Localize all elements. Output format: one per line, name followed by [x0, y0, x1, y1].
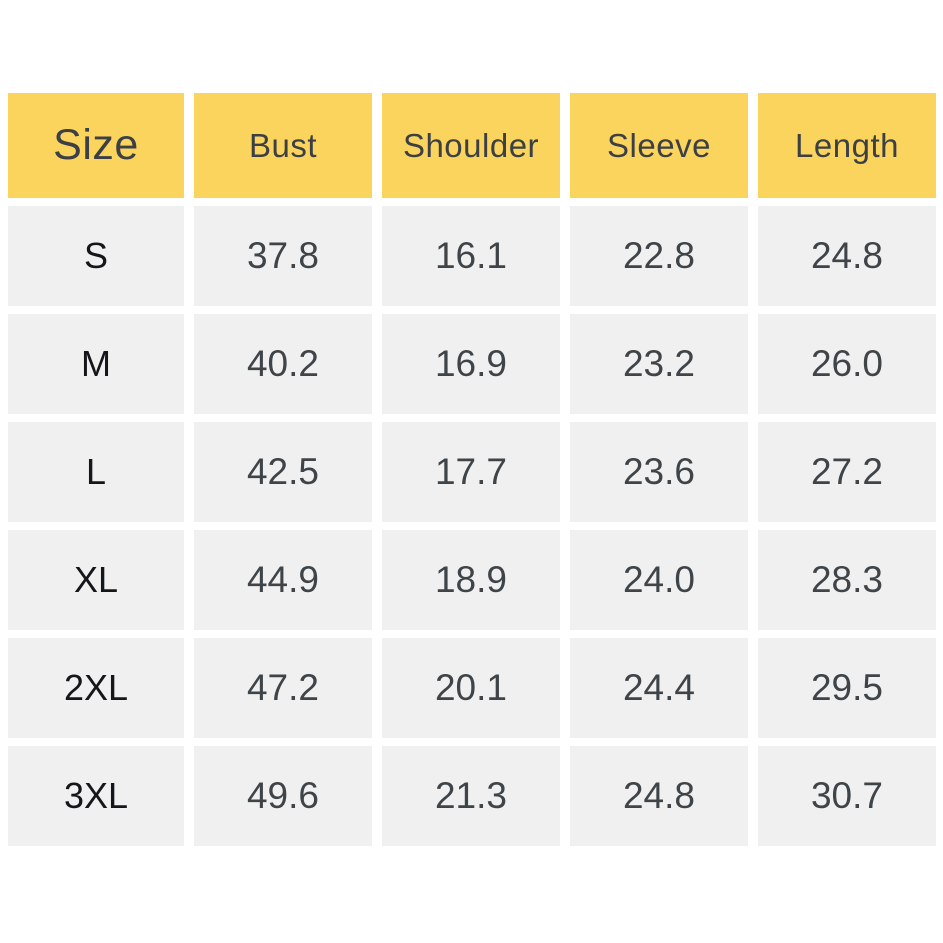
header-cell-sleeve: Sleeve	[570, 93, 748, 198]
table-cell-xl-bust: 44.9	[194, 530, 372, 630]
table-cell-3xl-length: 30.7	[758, 746, 936, 846]
table-cell-m-shoulder: 16.9	[382, 314, 560, 414]
table-cell-2xl-sleeve: 24.4	[570, 638, 748, 738]
header-cell-shoulder: Shoulder	[382, 93, 560, 198]
table-cell-s-length: 24.8	[758, 206, 936, 306]
table-cell-l-sleeve: 23.6	[570, 422, 748, 522]
table-cell-l-length: 27.2	[758, 422, 936, 522]
table-cell-l-bust: 42.5	[194, 422, 372, 522]
table-cell-2xl-shoulder: 20.1	[382, 638, 560, 738]
table-cell-m-sleeve: 23.2	[570, 314, 748, 414]
table-cell-2xl-bust: 47.2	[194, 638, 372, 738]
table-cell-l-shoulder: 17.7	[382, 422, 560, 522]
size-label-xl: XL	[8, 530, 184, 630]
table-cell-s-bust: 37.8	[194, 206, 372, 306]
table-cell-2xl-length: 29.5	[758, 638, 936, 738]
header-cell-length: Length	[758, 93, 936, 198]
table-cell-s-sleeve: 22.8	[570, 206, 748, 306]
size-label-l: L	[8, 422, 184, 522]
header-cell-bust: Bust	[194, 93, 372, 198]
size-label-s: S	[8, 206, 184, 306]
table-cell-m-length: 26.0	[758, 314, 936, 414]
table-cell-3xl-shoulder: 21.3	[382, 746, 560, 846]
size-label-3xl: 3XL	[8, 746, 184, 846]
table-cell-3xl-bust: 49.6	[194, 746, 372, 846]
size-label-2xl: 2XL	[8, 638, 184, 738]
size-label-m: M	[8, 314, 184, 414]
table-cell-s-shoulder: 16.1	[382, 206, 560, 306]
table-cell-xl-length: 28.3	[758, 530, 936, 630]
table-cell-3xl-sleeve: 24.8	[570, 746, 748, 846]
table-cell-m-bust: 40.2	[194, 314, 372, 414]
table-cell-xl-sleeve: 24.0	[570, 530, 748, 630]
header-cell-size: Size	[8, 93, 184, 198]
table-cell-xl-shoulder: 18.9	[382, 530, 560, 630]
size-chart-table: Size Bust Shoulder Sleeve Length S 37.8 …	[8, 93, 936, 846]
